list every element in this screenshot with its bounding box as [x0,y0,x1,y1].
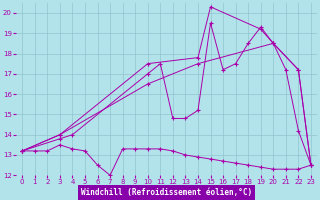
X-axis label: Windchill (Refroidissement éolien,°C): Windchill (Refroidissement éolien,°C) [81,188,252,197]
